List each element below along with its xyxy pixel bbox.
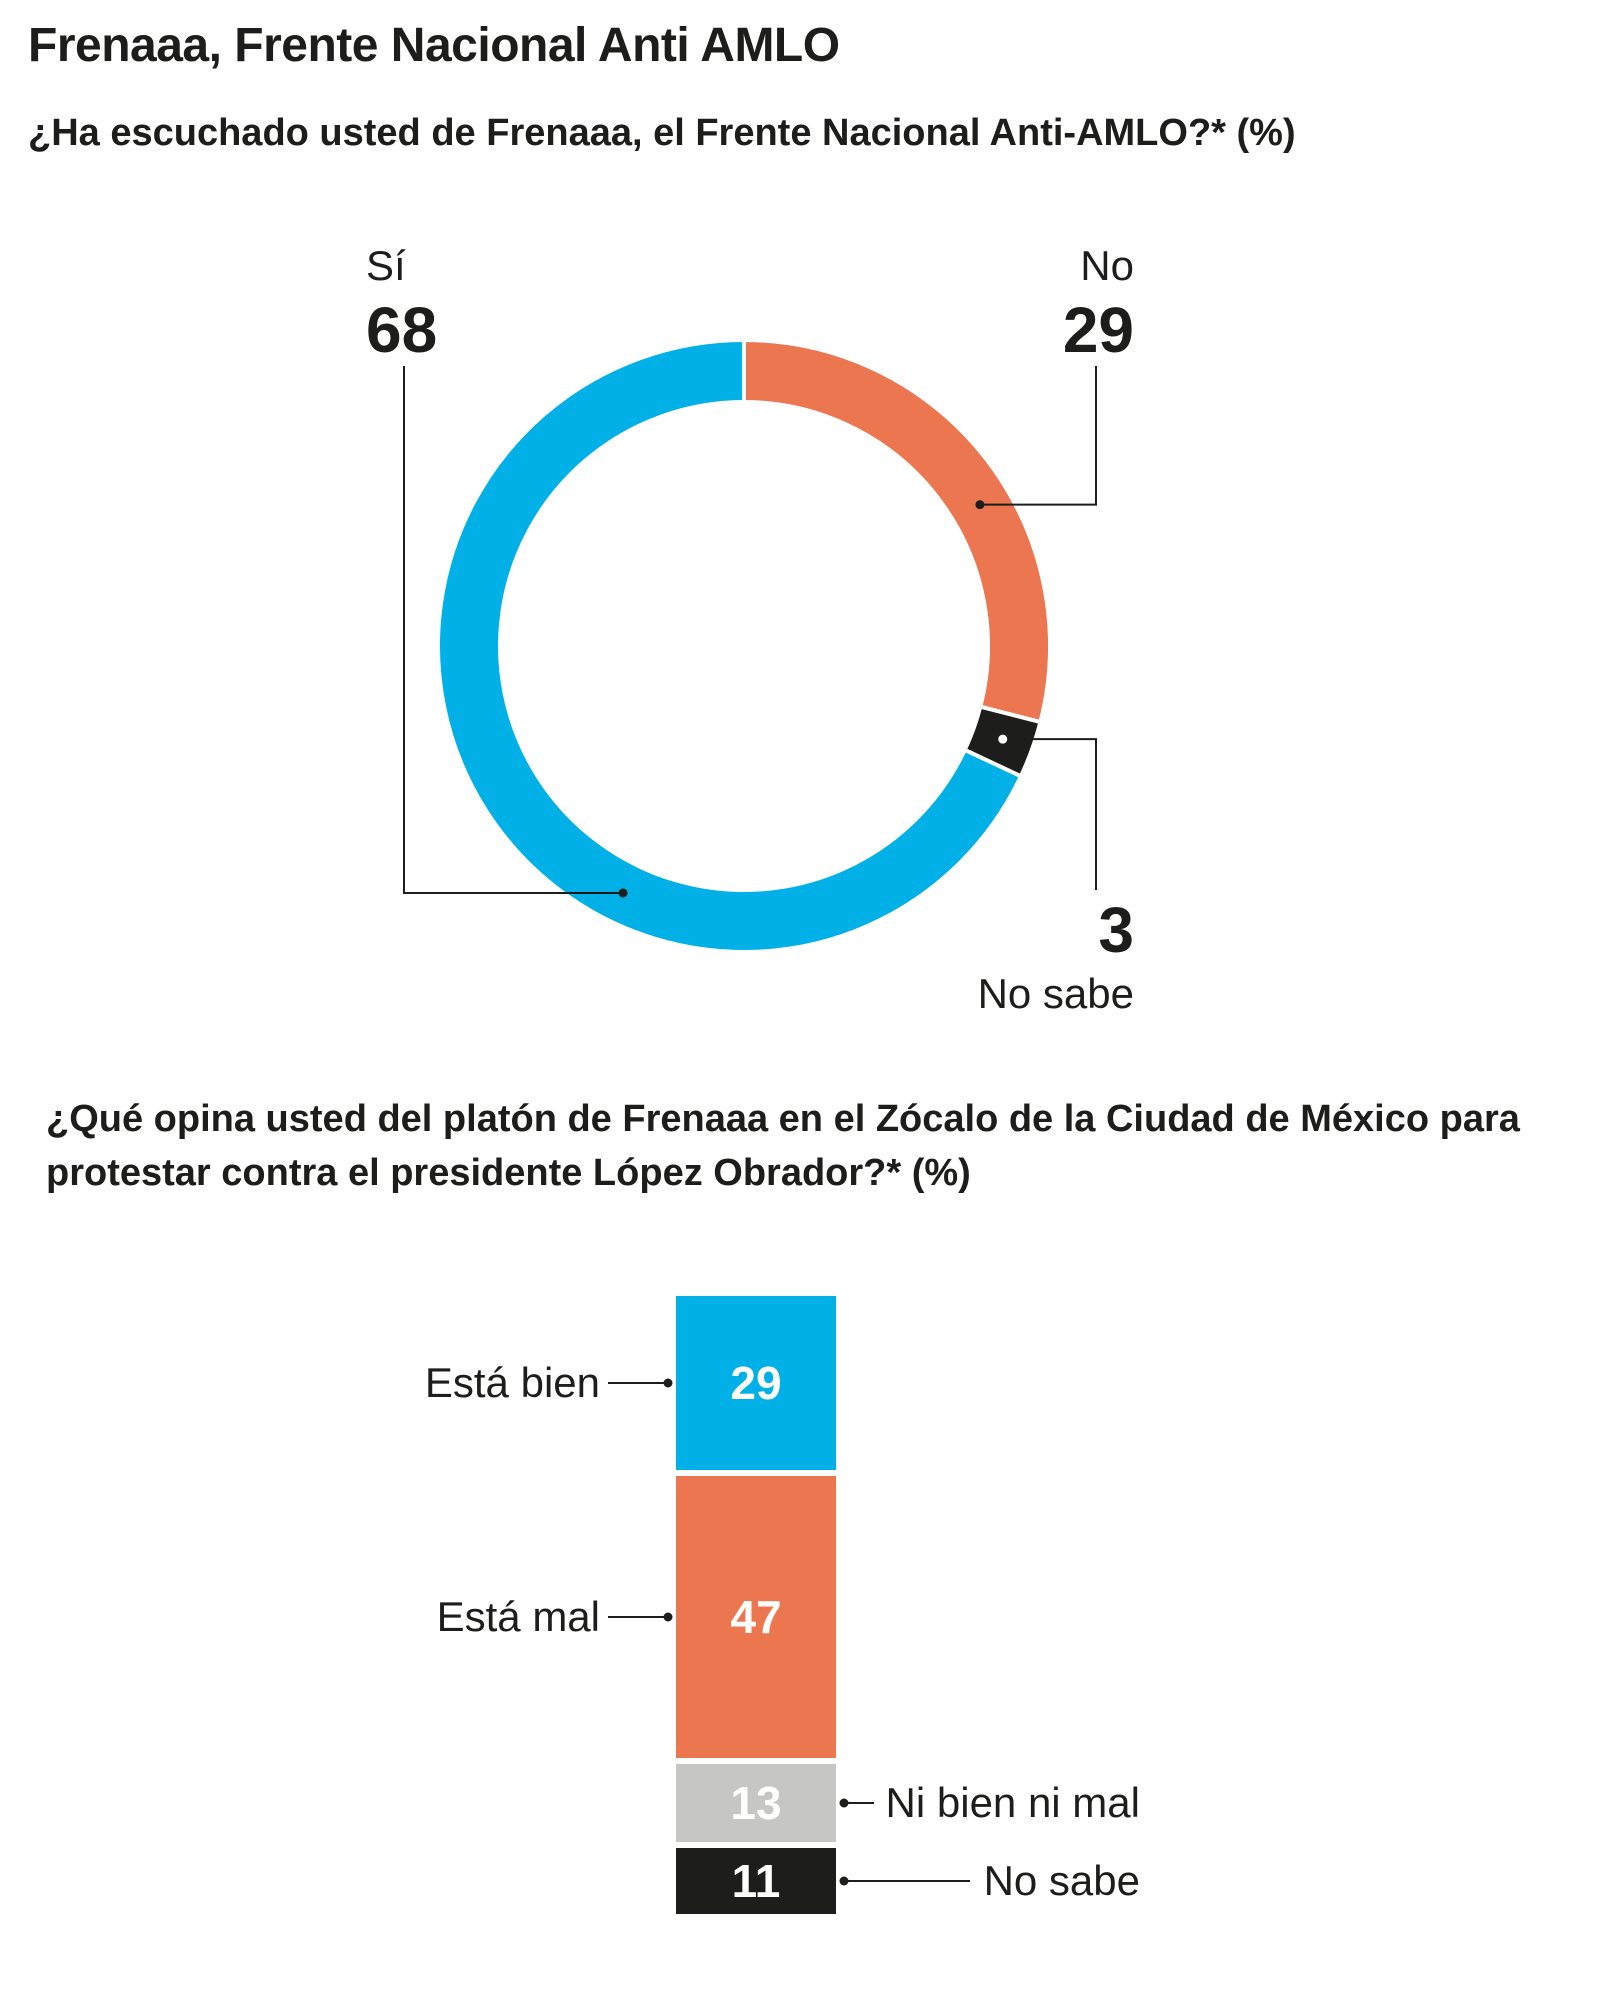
page-title: Frenaaa, Frente Nacional Anti AMLO	[28, 19, 840, 72]
donut-value-no-sabe: 3	[1098, 894, 1134, 966]
bar-value-esta-bien: 29	[730, 1357, 781, 1409]
leader-dot-ni-bien-ni-mal	[839, 1798, 849, 1808]
donut-label-si: Sí	[366, 242, 406, 289]
donut-value-si: 68	[366, 294, 437, 366]
stacked-bar-chart: 29 Está bien 47 Está mal 13 Ni bien ni mal 11 N…	[425, 1296, 1140, 1914]
question-2: ¿Qué opina usted del platón de Frenaaa e…	[46, 1098, 1520, 1194]
leader-line-no-sabe	[1002, 738, 1097, 890]
bar-segment-no-sabe	[676, 1848, 836, 1914]
bar-label-esta-bien: Está bien	[425, 1359, 600, 1406]
bar-label-esta-mal: Está mal	[437, 1593, 600, 1640]
leader-dot-si	[618, 888, 628, 898]
bar-label-no-sabe: No sabe	[984, 1857, 1140, 1904]
bar-value-no-sabe: 11	[732, 1855, 781, 1907]
donut-value-no: 29	[1063, 294, 1134, 366]
leader-dot-esta-bien	[663, 1378, 673, 1388]
donut-slice-si	[436, 337, 1024, 954]
leader-dot-no-sabe	[998, 734, 1008, 744]
donut-label-no-sabe: No sabe	[978, 970, 1134, 1017]
bar-segment-ni-bien-ni-mal	[676, 1764, 836, 1842]
bar-label-ni-bien-ni-mal: Ni bien ni mal	[886, 1779, 1140, 1826]
leader-line-no	[979, 366, 1097, 506]
donut-slice-no	[742, 337, 1052, 725]
leader-dot-no-sabe	[839, 1876, 849, 1886]
bar-segment-esta-mal	[676, 1476, 836, 1758]
donut-label-no: No	[1080, 242, 1134, 289]
bar-value-esta-mal: 47	[730, 1591, 781, 1643]
leader-dot-esta-mal	[663, 1612, 673, 1622]
bar-value-ni-bien-ni-mal: 13	[730, 1777, 781, 1829]
donut-chart: No 29 Sí 68 3No sabe	[366, 242, 1134, 1017]
leader-dot-no	[975, 500, 985, 510]
bar-segment-esta-bien	[676, 1296, 836, 1470]
question-1: ¿Ha escuchado usted de Frenaaa, el Frent…	[28, 112, 1296, 154]
leader-line-si	[403, 366, 624, 894]
